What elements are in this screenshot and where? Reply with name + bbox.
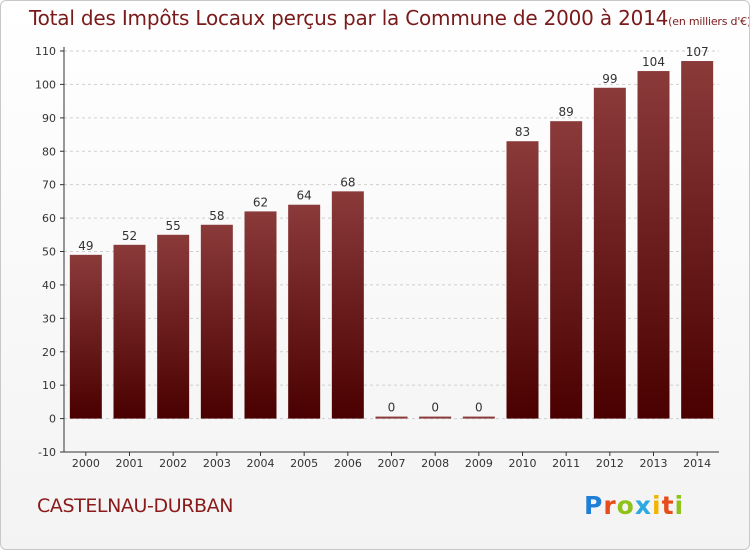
y-tick-label: 80 — [42, 145, 56, 158]
x-tick-label: 2003 — [203, 457, 231, 470]
bar — [288, 204, 321, 419]
unit-note: (en milliers d'€) — [668, 15, 750, 28]
bar — [331, 191, 364, 419]
y-tick-label: 70 — [42, 179, 56, 192]
x-tick-label: 2001 — [116, 457, 144, 470]
chart-title-text: Total des Impôts Locaux perçus par la Co… — [29, 6, 669, 30]
y-tick-label: 10 — [42, 379, 56, 392]
x-tick-labels: 2000 2001 2002 2003 2004 2005 2006 2007 2008 2009… — [72, 457, 711, 470]
x-tick-label: 2014 — [683, 457, 711, 470]
x-tick-label: 2009 — [465, 457, 493, 470]
y-tick-label: 100 — [35, 78, 56, 91]
bar — [550, 121, 583, 419]
data-label: 83 — [515, 125, 530, 139]
bar — [157, 234, 190, 419]
logo-letter: i — [674, 491, 685, 520]
data-label: 104 — [642, 55, 665, 69]
data-label: 49 — [78, 239, 93, 253]
bars — [69, 61, 714, 419]
data-label: 58 — [209, 209, 224, 223]
data-label: 64 — [297, 189, 312, 203]
logo-letter: i — [652, 491, 662, 520]
proxiti-logo: Proxiti — [584, 491, 684, 520]
x-tick-label: 2006 — [334, 457, 362, 470]
data-label: 0 — [431, 401, 439, 415]
y-tick-label: 110 — [35, 45, 56, 58]
y-tick-label: -10 — [38, 446, 56, 459]
bar — [462, 416, 495, 419]
data-label: 52 — [122, 229, 137, 243]
bar — [593, 87, 626, 419]
logo-letter: P — [584, 491, 604, 520]
bar — [69, 254, 102, 419]
x-tick-label: 2000 — [72, 457, 100, 470]
x-tick-label: 2005 — [290, 457, 318, 470]
commune-name: CASTELNAU-DURBAN — [37, 495, 234, 517]
data-label: 107 — [686, 45, 709, 59]
y-tick-label: 90 — [42, 112, 56, 125]
chart-title: Total des Impôts Locaux perçus par la Co… — [29, 6, 750, 30]
x-tick-label: 2002 — [159, 457, 187, 470]
data-label: 89 — [559, 105, 574, 119]
x-tick-label: 2012 — [596, 457, 624, 470]
y-tick-label: 20 — [42, 346, 56, 359]
bar — [244, 211, 277, 419]
y-tick-label: 50 — [42, 246, 56, 259]
bar — [506, 141, 539, 419]
bar — [200, 224, 233, 419]
logo-letter: t — [661, 491, 675, 520]
x-tick-label: 2013 — [640, 457, 668, 470]
x-tick-label: 2008 — [421, 457, 449, 470]
logo-letter: x — [634, 491, 652, 520]
bar — [113, 244, 146, 419]
data-label: 99 — [602, 72, 617, 86]
x-tick-label: 2007 — [378, 457, 406, 470]
y-tick-label: 40 — [42, 279, 56, 292]
x-tick-label: 2010 — [509, 457, 537, 470]
bar — [681, 61, 714, 419]
x-tick-label: 2011 — [552, 457, 580, 470]
data-label: 68 — [340, 175, 355, 189]
bar — [419, 416, 452, 419]
data-label: 55 — [166, 219, 181, 233]
y-tick-labels: -10 0 10 20 30 40 50 60 70 80 90 100 110 — [35, 45, 56, 459]
data-label: 62 — [253, 195, 268, 209]
bar — [375, 416, 408, 419]
data-labels: 49 52 55 58 62 64 68 0 0 0 83 89 99 104 107 — [78, 45, 708, 415]
y-tick-label: 60 — [42, 212, 56, 225]
logo-letter: o — [616, 491, 635, 520]
y-tick-label: 0 — [49, 413, 56, 426]
axes — [60, 47, 719, 456]
data-label: 0 — [475, 401, 483, 415]
bar — [637, 71, 670, 419]
data-label: 0 — [388, 401, 396, 415]
logo-letter: r — [603, 491, 617, 520]
x-tick-label: 2004 — [247, 457, 275, 470]
y-tick-label: 30 — [42, 312, 56, 325]
